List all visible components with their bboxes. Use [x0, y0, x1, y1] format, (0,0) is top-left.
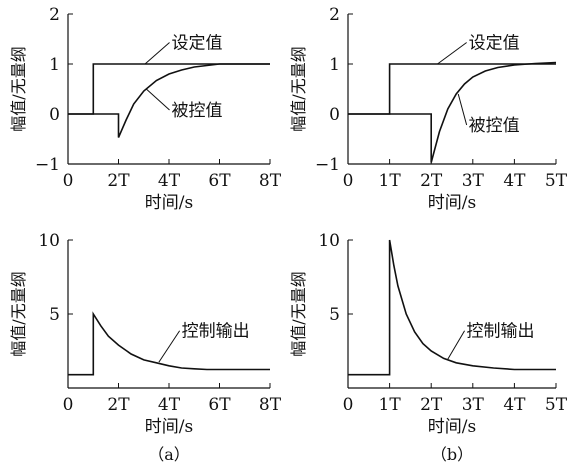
annotation-leader: [158, 330, 181, 363]
x-tick-label: 0: [343, 395, 354, 415]
annotation-label: 控制输出: [467, 322, 535, 342]
x-tick-label: 0: [343, 171, 354, 191]
x-tick-label: 2T: [420, 171, 443, 191]
panel-label: （b）: [431, 445, 473, 464]
y-axis-label: 幅值/无量纲: [289, 46, 308, 131]
x-tick-label: 0: [63, 395, 74, 415]
annotation-leader: [145, 88, 170, 111]
y-tick-label: 1: [329, 55, 340, 75]
x-tick-label: 5T: [545, 171, 568, 191]
annotation-label: 设定值: [172, 34, 223, 54]
series-line-response: [68, 63, 270, 138]
x-tick-label: 4T: [158, 395, 181, 415]
series-line-response: [348, 239, 556, 376]
x-tick-label: 3T: [462, 395, 485, 415]
annotation-leader: [457, 93, 468, 126]
x-axis-label: 时间/s: [145, 193, 193, 213]
y-tick-label: 10: [38, 231, 60, 251]
series-line-setpoint: [68, 63, 270, 115]
annotation-leader: [144, 42, 170, 65]
x-tick-label: 6T: [208, 395, 231, 415]
x-tick-label: 4T: [503, 395, 526, 415]
x-tick-label: 2T: [107, 171, 130, 191]
annotation-leader: [437, 42, 467, 65]
y-axis-label: 幅值/无量纲: [9, 46, 28, 131]
series-line-response: [68, 311, 270, 376]
x-tick-label: 5T: [545, 395, 568, 415]
panel-label: （a）: [148, 445, 190, 464]
x-tick-label: 8T: [259, 395, 282, 415]
y-tick-label: 2: [329, 5, 340, 25]
x-axis-label: 时间/s: [428, 193, 476, 213]
annotation-leader: [447, 330, 465, 360]
y-axis-label: 幅值/无量纲: [289, 271, 308, 356]
x-tick-label: 1T: [379, 171, 402, 191]
x-tick-label: 3T: [462, 171, 485, 191]
series-line-setpoint: [348, 63, 556, 115]
x-tick-label: 4T: [158, 171, 181, 191]
annotation-label: 设定值: [469, 34, 520, 54]
y-tick-label: 0: [49, 105, 60, 125]
y-tick-label: 0: [329, 105, 340, 125]
annotation-label: 被控值: [469, 116, 520, 136]
x-tick-label: 1T: [379, 395, 402, 415]
y-tick-label: 10: [318, 231, 340, 251]
x-tick-label: 8T: [259, 171, 282, 191]
annotation-label: 控制输出: [182, 322, 250, 342]
y-axis-label: 幅值/无量纲: [9, 271, 28, 356]
y-tick-label: 5: [49, 305, 60, 325]
x-tick-label: 6T: [208, 171, 231, 191]
y-tick-label: −1: [35, 155, 60, 175]
x-tick-label: 2T: [107, 395, 130, 415]
series-line-response: [348, 61, 557, 163]
x-axis-label: 时间/s: [145, 417, 193, 437]
y-tick-label: 2: [49, 5, 60, 25]
annotation-label: 被控值: [172, 101, 223, 121]
x-tick-label: 2T: [420, 395, 443, 415]
y-tick-label: 5: [329, 305, 340, 325]
x-tick-label: 4T: [503, 171, 526, 191]
y-tick-label: 1: [49, 55, 60, 75]
x-axis-label: 时间/s: [428, 417, 476, 437]
y-tick-label: −1: [315, 155, 340, 175]
x-tick-label: 0: [63, 171, 74, 191]
